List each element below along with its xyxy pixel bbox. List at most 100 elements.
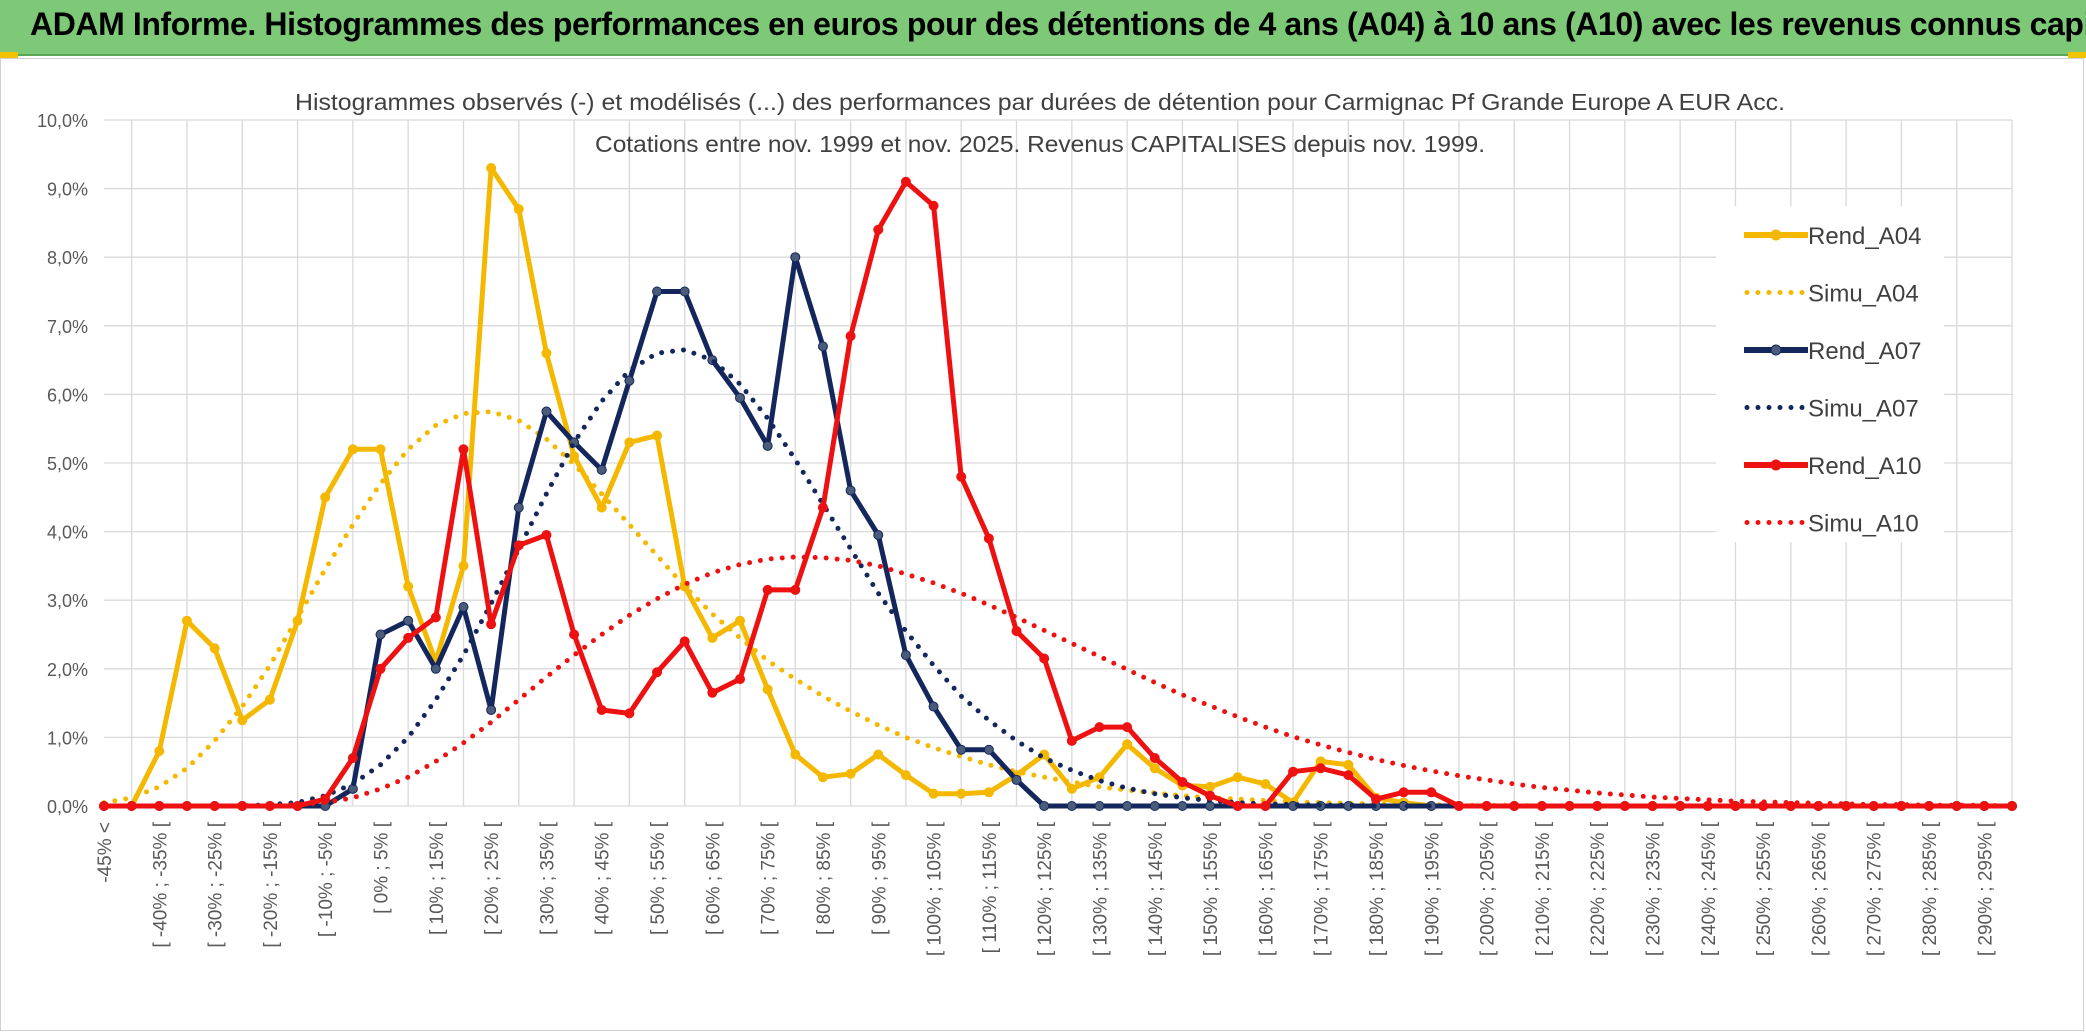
rend-a04-point bbox=[652, 430, 663, 441]
rend-a04-point bbox=[845, 768, 856, 779]
rend-a04-point bbox=[735, 615, 745, 626]
x-tick-label: [ -20% ; -15% [ bbox=[261, 821, 282, 947]
rend-a07-point bbox=[900, 650, 911, 661]
x-tick-label: [ 260% ; 265% [ bbox=[1809, 821, 1830, 956]
x-tick-label: [ 10% ; 15% [ bbox=[427, 821, 448, 935]
rend-a10-point bbox=[1371, 794, 1381, 805]
rend-a07-point bbox=[1011, 774, 1022, 785]
rend-a10-point bbox=[1260, 801, 1271, 811]
rend-a04-point bbox=[928, 788, 939, 799]
rend-a10-point bbox=[430, 612, 441, 623]
rend-a04-point bbox=[1232, 772, 1243, 783]
legend-label-rend-a04: Rend_A04 bbox=[1808, 223, 1921, 250]
rend-a07-point bbox=[735, 392, 745, 403]
rend-a04-point bbox=[181, 615, 192, 626]
rend-a07-point bbox=[1122, 801, 1133, 811]
rend-a10-point bbox=[1536, 801, 1547, 811]
banner-corner-right bbox=[2068, 52, 2086, 58]
rend-a04-point bbox=[790, 749, 801, 760]
rend-a10-point bbox=[1730, 801, 1741, 811]
rend-a10-point bbox=[1122, 722, 1133, 733]
y-tick-label: 6,0% bbox=[47, 385, 88, 405]
rend-a07-point bbox=[1205, 801, 1216, 811]
x-tick-label: [ 290% ; 295% [ bbox=[1975, 821, 1996, 956]
x-tick-label: [ 250% ; 255% [ bbox=[1754, 821, 1775, 956]
rend-a04-point bbox=[983, 787, 994, 798]
x-tick-label: [ 110% ; 115% [ bbox=[980, 821, 1001, 953]
rend-a10-point bbox=[1592, 801, 1603, 811]
rend-a10-point bbox=[596, 704, 607, 715]
rend-a10-point bbox=[1149, 752, 1160, 763]
y-tick-label: 5,0% bbox=[47, 454, 88, 474]
rend-a07-point bbox=[1039, 801, 1050, 811]
y-tick-label: 4,0% bbox=[47, 523, 88, 543]
legend-marker-rend-a07 bbox=[1770, 344, 1782, 356]
rend-a10-point bbox=[1205, 790, 1216, 801]
rend-a10-point bbox=[569, 629, 580, 640]
rend-a10-point bbox=[1343, 770, 1354, 781]
y-tick-label: 1,0% bbox=[47, 728, 88, 748]
rend-a10-point bbox=[458, 444, 469, 455]
rend-a04-point bbox=[762, 684, 773, 695]
rend-a10-point bbox=[845, 331, 856, 342]
rend-a10-point bbox=[790, 584, 801, 595]
rend-a04-point bbox=[1149, 763, 1160, 774]
x-tick-label: [ 140% ; 145% [ bbox=[1146, 821, 1167, 956]
rend-a04-point bbox=[486, 163, 497, 174]
x-tick-label: [ 0% ; 5% [ bbox=[372, 821, 393, 914]
rend-a10-point bbox=[1426, 787, 1437, 798]
rend-a10-point bbox=[1177, 776, 1188, 787]
rend-a07-point bbox=[873, 530, 884, 541]
rend-a04-point bbox=[1343, 759, 1354, 770]
x-tick-label: [ 210% ; 215% [ bbox=[1533, 821, 1554, 956]
rend-a04-point bbox=[403, 581, 414, 592]
y-tick-label: 0,0% bbox=[47, 797, 88, 817]
rend-a10-point bbox=[486, 619, 497, 630]
y-tick-label: 3,0% bbox=[47, 591, 88, 611]
rend-a10-point bbox=[1785, 801, 1796, 811]
x-tick-label: [ 160% ; 165% [ bbox=[1256, 821, 1277, 956]
rend-a10-point bbox=[652, 667, 663, 678]
rend-a10-point bbox=[1011, 626, 1022, 637]
chart-series bbox=[99, 163, 2017, 811]
rend-a07-point bbox=[486, 704, 497, 715]
legend-label-simu-a07: Simu_A07 bbox=[1808, 396, 1919, 423]
rend-a10-point bbox=[1564, 801, 1575, 811]
x-tick-label: [ 50% ; 55% [ bbox=[648, 821, 669, 935]
report-banner: ADAM Informe. Histogrammes des performan… bbox=[0, 0, 2086, 56]
rend-a10-point bbox=[1896, 801, 1907, 811]
rend-a10-point bbox=[1481, 801, 1492, 811]
rend-a10-point bbox=[1702, 801, 1713, 811]
rend-a10-point bbox=[624, 708, 635, 719]
rend-a04-point bbox=[375, 444, 386, 455]
chart-gridlines bbox=[104, 119, 2013, 807]
rend-a07-point bbox=[679, 286, 690, 297]
banner-corner-left bbox=[0, 52, 18, 58]
rend-a04-point bbox=[1260, 779, 1271, 790]
rend-a10-point bbox=[1315, 763, 1326, 774]
x-tick-label: [ 220% ; 225% [ bbox=[1588, 821, 1609, 956]
rend-a10-point bbox=[2007, 801, 2017, 811]
rend-a10-point bbox=[1094, 722, 1105, 733]
rend-a07-point bbox=[541, 406, 552, 417]
x-tick-label: [ 100% ; 105% [ bbox=[925, 821, 946, 956]
legend-label-simu-a04: Simu_A04 bbox=[1808, 281, 1919, 308]
rend-a04-point bbox=[541, 348, 552, 359]
legend-label-rend-a10: Rend_A10 bbox=[1808, 453, 1921, 480]
x-tick-label: [ -30% ; -25% [ bbox=[206, 821, 227, 947]
rend-a10-point bbox=[762, 584, 773, 595]
rend-a04-point bbox=[569, 451, 580, 462]
rend-a10-point bbox=[375, 663, 386, 674]
rend-a10-point bbox=[817, 502, 828, 513]
report-title: ADAM Informe. Histogrammes des performan… bbox=[30, 6, 2086, 42]
rend-a04-point bbox=[900, 770, 911, 781]
rend-a10-point bbox=[956, 471, 967, 482]
legend-marker-rend-a10 bbox=[1770, 459, 1782, 471]
rend-a07-point bbox=[1177, 801, 1188, 811]
rend-a07-point bbox=[956, 744, 967, 755]
rend-a07-point bbox=[762, 440, 773, 451]
x-tick-label: [ 280% ; 285% [ bbox=[1920, 821, 1941, 956]
rend-a10-point bbox=[347, 752, 358, 763]
rend-a04-point bbox=[624, 437, 635, 448]
rend-a07-point bbox=[1149, 801, 1160, 811]
